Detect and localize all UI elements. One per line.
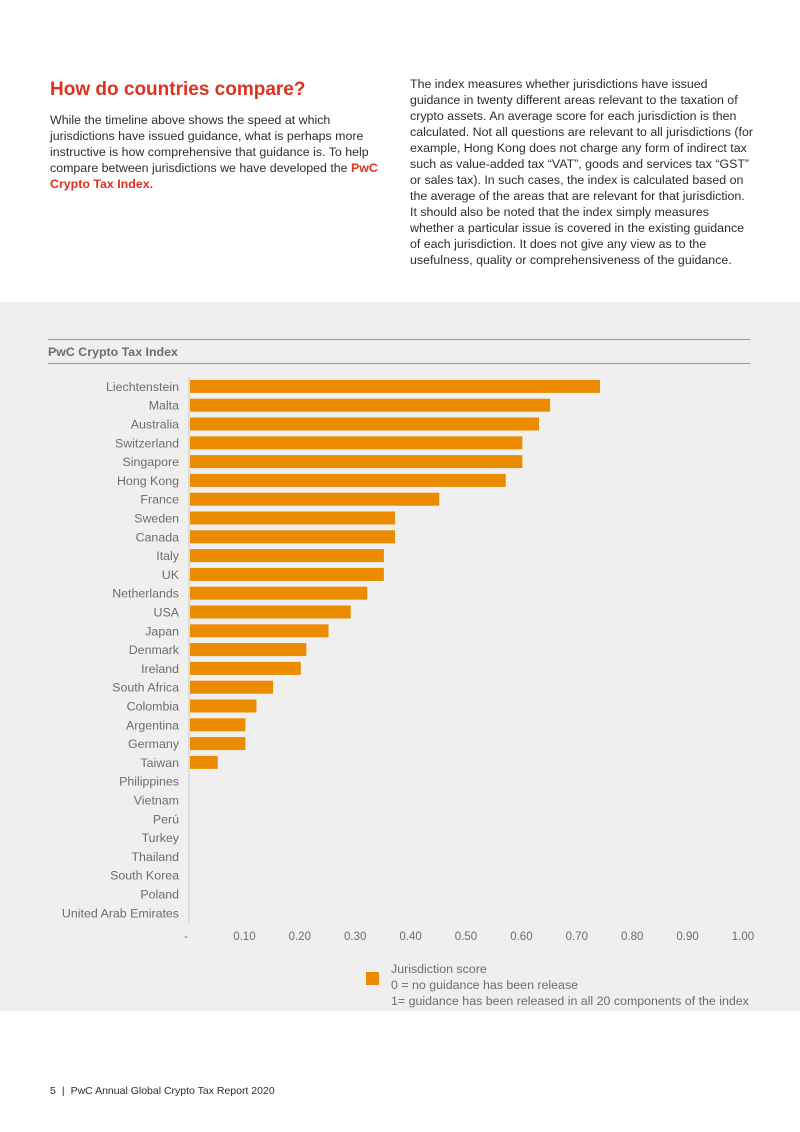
legend: Jurisdiction score 0 = no guidance has b… (391, 961, 749, 1009)
category-label: Philippines (119, 775, 179, 789)
category-label: Vietnam (134, 794, 179, 808)
x-tick-label: 0.70 (566, 931, 588, 943)
bar (190, 567, 384, 581)
bar (190, 511, 395, 525)
category-label: France (140, 493, 179, 507)
category-label: Turkey (142, 831, 180, 845)
bar (190, 530, 395, 544)
x-tick-label: 1.00 (732, 931, 754, 943)
bar (190, 605, 351, 619)
page-number: 5 (50, 1085, 56, 1097)
bar (190, 699, 257, 713)
category-label: Thailand (131, 850, 179, 864)
category-label: South Korea (110, 869, 179, 883)
bar (190, 492, 440, 506)
index-description-paragraph: The index measures whether jurisdictions… (410, 77, 753, 267)
bar (190, 417, 540, 431)
bar (190, 755, 218, 769)
legend-line: Jurisdiction score (391, 962, 487, 976)
x-tick-label: 0.40 (399, 931, 421, 943)
category-label: USA (154, 606, 180, 620)
x-tick-label: 0.80 (621, 931, 643, 943)
bar (190, 737, 246, 751)
bar (190, 379, 600, 393)
bar (190, 473, 506, 487)
category-label: Taiwan (140, 756, 179, 770)
legend-line: 1= guidance has been released in all 20 … (391, 994, 749, 1008)
x-tick-label: 0.10 (233, 931, 255, 943)
x-tick-label: 0.20 (289, 931, 311, 943)
bar (190, 624, 329, 638)
intro-text: While the timeline above shows the speed… (50, 113, 369, 175)
x-tick-label: 0.30 (344, 931, 366, 943)
legend-swatch (366, 972, 379, 985)
legend-line: 0 = no guidance has been release (391, 978, 579, 992)
category-label: Liechtenstein (106, 380, 179, 394)
category-label: UK (162, 568, 180, 582)
category-label: Denmark (129, 643, 180, 657)
category-label: Italy (156, 549, 180, 563)
chart-title-rule-bottom (48, 363, 750, 364)
x-tick-label: - (184, 931, 188, 943)
page-footer: 5 | PwC Annual Global Crypto Tax Report 20… (50, 1085, 275, 1097)
bar (190, 586, 368, 600)
bar (190, 718, 246, 732)
category-label: Canada (136, 530, 180, 544)
x-tick-label: 0.50 (455, 931, 477, 943)
intro-left-column: How do countries compare? While the time… (50, 78, 385, 192)
category-label: Ireland (141, 662, 179, 676)
chart-title: PwC Crypto Tax Index (48, 345, 178, 359)
section-heading: How do countries compare? (50, 79, 306, 100)
bar (190, 680, 274, 694)
report-title: PwC Annual Global Crypto Tax Report 2020 (70, 1085, 275, 1097)
category-label: Germany (128, 737, 180, 751)
bar (190, 436, 523, 450)
category-label: Sweden (134, 512, 179, 526)
bar (190, 661, 301, 675)
index-name-highlight: PwC Crypto Tax Index. (50, 161, 378, 191)
category-label: Singapore (123, 455, 180, 469)
category-label: Australia (131, 418, 179, 432)
category-label: South Africa (112, 681, 179, 695)
category-label: Japan (145, 624, 179, 638)
category-label: Perú (153, 812, 179, 826)
category-label: Hong Kong (117, 474, 179, 488)
bar-chart: Liechtenstein Malta Australia Switzerland Si… (62, 377, 754, 943)
category-label: Netherlands (112, 587, 179, 601)
x-tick-label: 0.90 (676, 931, 698, 943)
bar (190, 398, 551, 412)
chart-title-rule-top (48, 339, 750, 340)
bar (190, 455, 523, 469)
bar (190, 643, 307, 657)
category-label: United Arab Emirates (62, 906, 179, 920)
intro-paragraph: While the timeline above shows the speed… (50, 112, 385, 192)
category-label: Switzerland (115, 436, 179, 450)
intro-right-column: The index measures whether jurisdictions… (410, 76, 755, 268)
category-label: Poland (140, 888, 179, 902)
x-tick-label: 0.60 (510, 931, 532, 943)
category-label: Malta (149, 399, 179, 413)
category-label: Colombia (127, 700, 179, 714)
category-label: Argentina (126, 718, 179, 732)
bar (190, 549, 384, 563)
footer-separator: | (61, 1085, 65, 1097)
